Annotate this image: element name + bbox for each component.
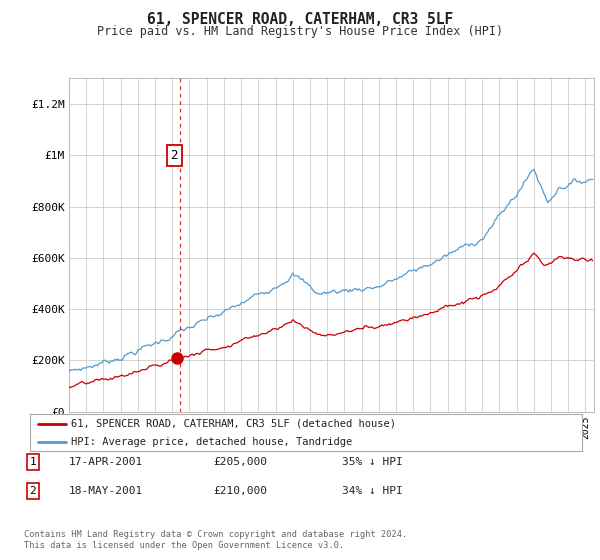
Text: 2: 2	[170, 149, 178, 162]
Text: Price paid vs. HM Land Registry's House Price Index (HPI): Price paid vs. HM Land Registry's House …	[97, 25, 503, 38]
Text: £205,000: £205,000	[213, 457, 267, 467]
Text: £210,000: £210,000	[213, 486, 267, 496]
Text: 34% ↓ HPI: 34% ↓ HPI	[342, 486, 403, 496]
Text: HPI: Average price, detached house, Tandridge: HPI: Average price, detached house, Tand…	[71, 437, 353, 447]
Text: Contains HM Land Registry data © Crown copyright and database right 2024.: Contains HM Land Registry data © Crown c…	[24, 530, 407, 539]
Text: 18-MAY-2001: 18-MAY-2001	[69, 486, 143, 496]
Text: 1: 1	[29, 457, 37, 467]
Text: 61, SPENCER ROAD, CATERHAM, CR3 5LF: 61, SPENCER ROAD, CATERHAM, CR3 5LF	[147, 12, 453, 27]
Text: 61, SPENCER ROAD, CATERHAM, CR3 5LF (detached house): 61, SPENCER ROAD, CATERHAM, CR3 5LF (det…	[71, 418, 397, 428]
Text: 35% ↓ HPI: 35% ↓ HPI	[342, 457, 403, 467]
Text: 2: 2	[29, 486, 37, 496]
Text: 17-APR-2001: 17-APR-2001	[69, 457, 143, 467]
Text: This data is licensed under the Open Government Licence v3.0.: This data is licensed under the Open Gov…	[24, 541, 344, 550]
